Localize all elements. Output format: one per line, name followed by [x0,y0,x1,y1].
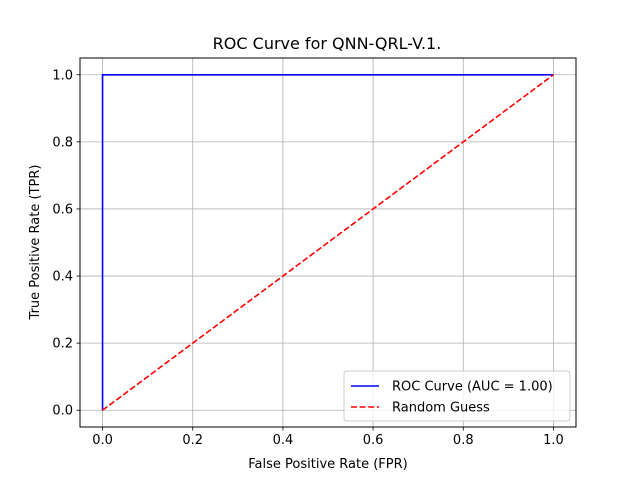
y-tick-label: 0.6 [52,202,73,217]
legend-label: Random Guess [392,401,490,416]
x-tick-label: 0.6 [363,433,384,448]
y-tick-label: 0.8 [52,135,73,150]
x-axis-label: False Positive Rate (FPR) [248,457,407,472]
y-tick-label: 0.0 [52,404,73,419]
y-axis-label: True Positive Rate (TPR) [28,165,43,321]
x-tick-label: 0.8 [453,433,474,448]
y-tick-label: 1.0 [52,68,73,83]
legend-box [343,370,571,422]
ticks: 0.0 0.2 0.4 0.6 0.8 1.0 0.0 0.2 0.4 0.6 0.8 1.0 [52,68,563,448]
x-tick-label: 0.0 [92,433,113,448]
series-line-random-guess [102,74,554,411]
series-line-roc-curve [101,73,554,411]
series-layer [101,73,554,411]
grid [80,58,576,427]
x-tick-label: 1.0 [543,433,564,448]
x-tick-label: 0.4 [273,433,294,448]
x-tick-label: 0.2 [182,433,203,448]
legend-label: ROC Curve (AUC = 1.00) [392,380,553,395]
chart-title: ROC Curve for QNN-QRL-V.1. [213,34,442,53]
legend: ROC Curve (AUC = 1.00) Random Guess [343,370,571,422]
plot-frame [79,57,577,428]
y-tick-label: 0.4 [52,270,73,285]
y-tick-label: 0.2 [52,337,73,352]
